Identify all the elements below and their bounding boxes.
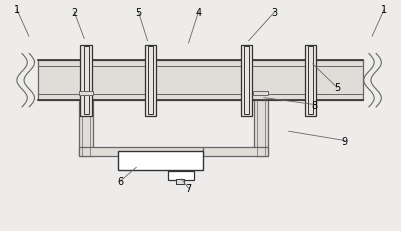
Text: 6: 6 xyxy=(117,176,124,186)
Bar xyxy=(80,46,92,116)
Bar xyxy=(79,100,93,156)
Text: 7: 7 xyxy=(185,183,192,193)
Text: 5: 5 xyxy=(334,83,340,93)
Bar xyxy=(305,46,316,116)
Text: 3: 3 xyxy=(271,8,278,18)
Text: 5: 5 xyxy=(135,8,142,18)
Bar xyxy=(118,151,203,170)
Bar xyxy=(79,148,203,156)
Bar xyxy=(148,47,153,115)
Bar xyxy=(253,91,268,96)
Bar xyxy=(308,47,313,115)
Bar xyxy=(176,180,184,184)
Text: 4: 4 xyxy=(195,8,202,18)
Text: 1: 1 xyxy=(14,5,20,15)
Bar xyxy=(145,46,156,116)
Bar xyxy=(79,91,93,96)
Bar xyxy=(38,61,363,100)
Bar xyxy=(254,100,268,156)
Bar xyxy=(168,171,194,180)
Bar xyxy=(203,148,268,156)
Text: 2: 2 xyxy=(71,8,77,18)
Bar xyxy=(83,47,89,115)
Text: 1: 1 xyxy=(381,5,387,15)
Text: 8: 8 xyxy=(312,100,318,110)
Bar xyxy=(244,47,249,115)
Bar xyxy=(241,46,252,116)
Text: 9: 9 xyxy=(342,136,348,146)
